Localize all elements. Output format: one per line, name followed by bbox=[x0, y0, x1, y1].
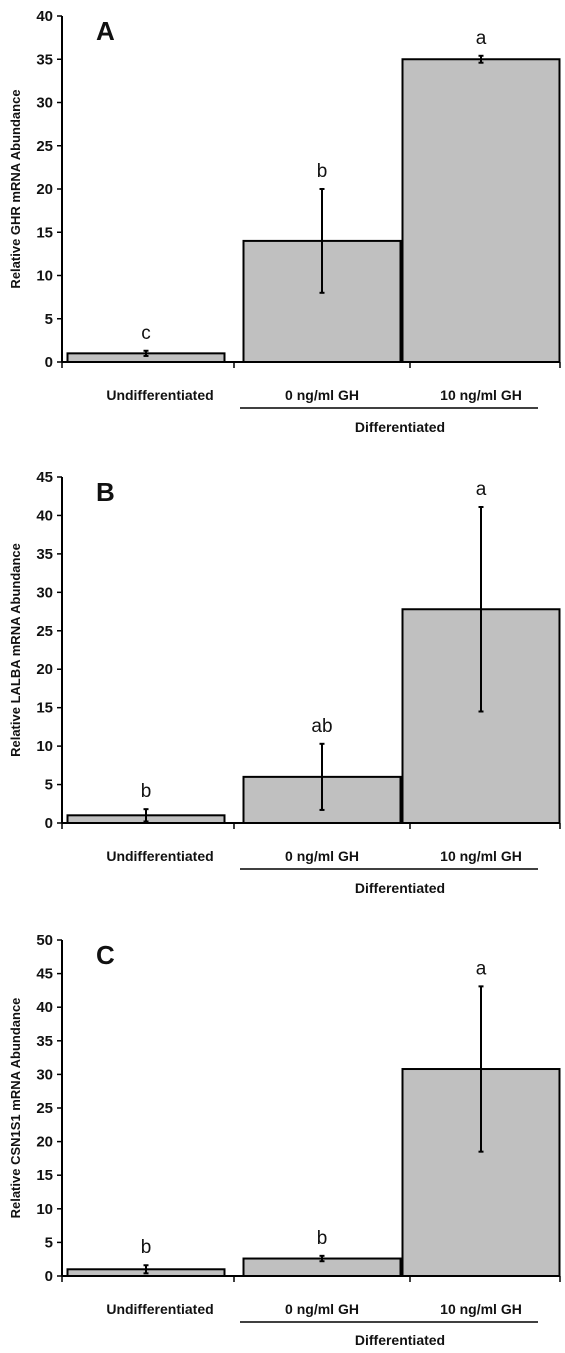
significance-letter: a bbox=[476, 479, 487, 500]
category-label: 0 ng/ml GH bbox=[285, 848, 359, 864]
category-label: Undifferentiated bbox=[106, 387, 213, 403]
y-tick-label: 20 bbox=[36, 1134, 53, 1151]
category-label: 10 ng/ml GH bbox=[440, 387, 522, 403]
significance-letter: b bbox=[141, 781, 152, 802]
panel-c: 0 5 10 15 20 25 30 35 40 45 50 b Undifferentiated b 0 … bbox=[8, 932, 561, 1348]
category-label: 0 ng/ml GH bbox=[285, 387, 359, 403]
y-tick-label: 25 bbox=[36, 623, 53, 640]
panel-b: 0 5 10 15 20 25 30 35 40 45 b Undifferentiated ab 0 n… bbox=[8, 469, 561, 896]
y-tick-label: 40 bbox=[36, 507, 53, 524]
category-label: 0 ng/ml GH bbox=[285, 1301, 359, 1317]
y-tick-label: 45 bbox=[36, 469, 53, 486]
significance-letter: b bbox=[141, 1237, 152, 1258]
y-tick-label: 25 bbox=[36, 138, 53, 155]
category-label: Undifferentiated bbox=[106, 848, 213, 864]
y-tick-label: 35 bbox=[36, 546, 53, 563]
significance-letter: b bbox=[317, 161, 328, 182]
y-tick-label: 5 bbox=[45, 777, 53, 794]
significance-letter: a bbox=[476, 28, 487, 49]
group-label: Differentiated bbox=[355, 880, 445, 896]
y-tick-label: 10 bbox=[36, 268, 53, 285]
y-tick-label: 30 bbox=[36, 95, 53, 112]
y-tick-label: 50 bbox=[36, 932, 53, 949]
y-tick-label: 45 bbox=[36, 966, 53, 983]
y-tick-label: 35 bbox=[36, 1033, 53, 1050]
y-tick-label: 5 bbox=[45, 1234, 53, 1251]
y-tick-label: 0 bbox=[45, 1268, 53, 1285]
significance-letter: c bbox=[141, 323, 151, 344]
y-tick-label: 30 bbox=[36, 584, 53, 601]
y-tick-label: 15 bbox=[36, 224, 53, 241]
significance-letter: b bbox=[317, 1228, 328, 1249]
y-tick-label: 40 bbox=[36, 8, 53, 25]
y-axis-label: Relative GHR mRNA Abundance bbox=[8, 89, 23, 288]
group-label: Differentiated bbox=[355, 419, 445, 435]
y-tick-label: 30 bbox=[36, 1066, 53, 1083]
y-tick-label: 10 bbox=[36, 1201, 53, 1218]
panel-a: 0 5 10 15 20 25 30 35 40 c Undifferentiated b 0 ng/m… bbox=[8, 8, 561, 435]
group-label: Differentiated bbox=[355, 1332, 445, 1348]
bar bbox=[401, 58, 561, 363]
category-label: Undifferentiated bbox=[106, 1301, 213, 1317]
panel-letter: A bbox=[96, 16, 115, 46]
y-tick-label: 15 bbox=[36, 700, 53, 717]
category-label: 10 ng/ml GH bbox=[440, 1301, 522, 1317]
y-tick-label: 20 bbox=[36, 181, 53, 198]
y-axis-label: Relative LALBA mRNA Abundance bbox=[8, 543, 23, 757]
significance-letter: a bbox=[476, 958, 487, 979]
panel-letter: B bbox=[96, 477, 115, 507]
y-tick-label: 15 bbox=[36, 1167, 53, 1184]
y-tick-label: 25 bbox=[36, 1100, 53, 1117]
y-tick-label: 10 bbox=[36, 738, 53, 755]
category-label: 10 ng/ml GH bbox=[440, 848, 522, 864]
y-tick-label: 40 bbox=[36, 999, 53, 1016]
y-tick-label: 0 bbox=[45, 815, 53, 832]
significance-letter: ab bbox=[311, 716, 332, 737]
y-axis-label: Relative CSN1S1 mRNA Abundance bbox=[8, 998, 23, 1219]
panel-letter: C bbox=[96, 940, 115, 970]
y-tick-label: 20 bbox=[36, 661, 53, 678]
y-tick-label: 0 bbox=[45, 354, 53, 371]
y-tick-label: 5 bbox=[45, 311, 53, 328]
y-tick-label: 35 bbox=[36, 51, 53, 68]
